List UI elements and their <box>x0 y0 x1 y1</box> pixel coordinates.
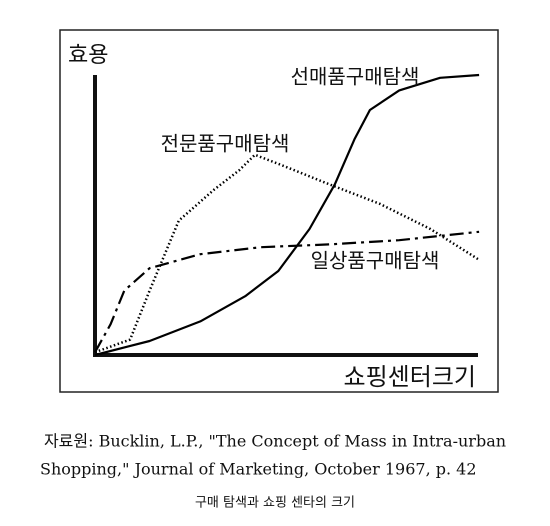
y-axis-label: 효용 <box>68 43 108 68</box>
series-label: 전문품구매탐색 <box>161 132 290 156</box>
series-line <box>94 230 480 353</box>
x-axis-label: 쇼핑센터크기 <box>344 363 476 391</box>
figure-caption: 구매 탐색과 쇼핑 센타의 크기 <box>195 496 355 511</box>
series-line <box>94 73 480 357</box>
source-line: 자료원: Bucklin, L.P., "The Concept of Mass… <box>44 432 506 451</box>
series-line <box>94 153 480 354</box>
frame <box>59 29 499 393</box>
series-label: 일상품구매탐색 <box>311 249 440 273</box>
series-label: 선매품구매탐색 <box>291 65 420 89</box>
source-line: Shopping," Journal of Marketing, October… <box>40 460 477 479</box>
